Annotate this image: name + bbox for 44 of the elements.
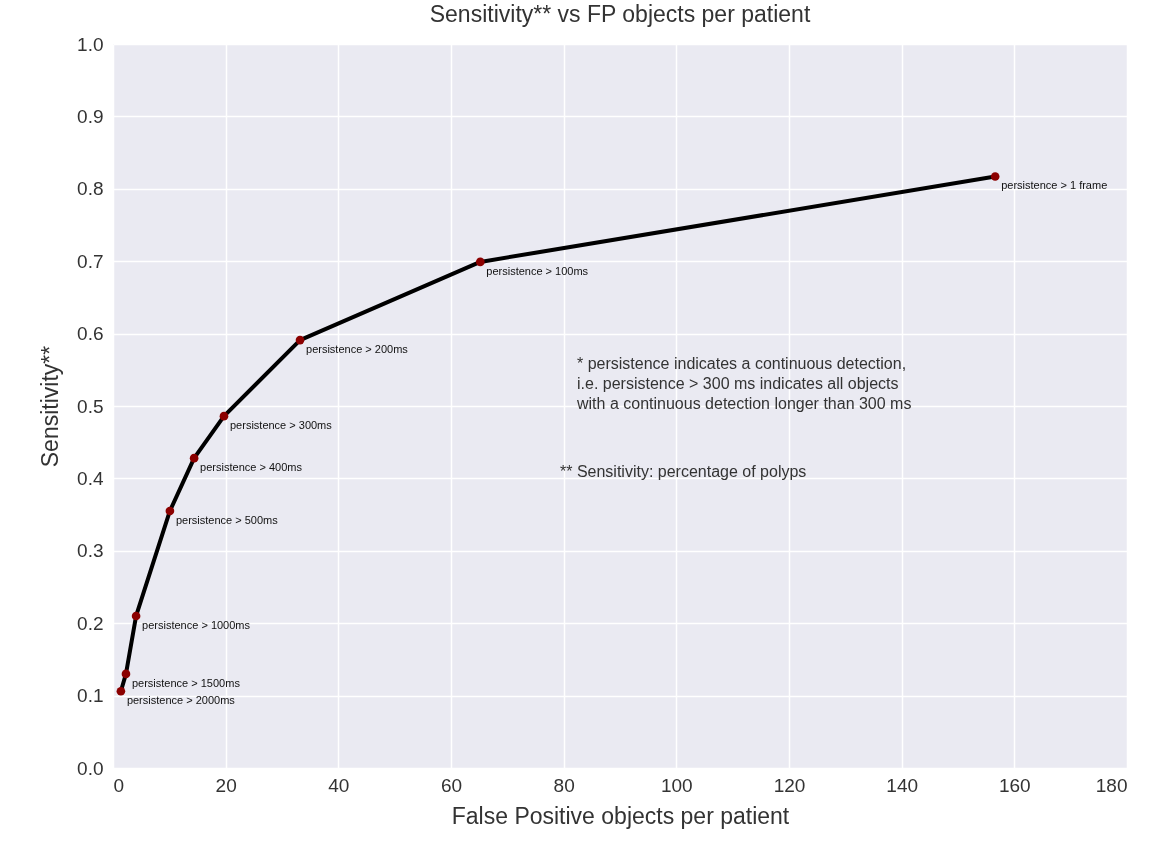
annotation: ** Sensitivity: percentage of polyps (560, 463, 807, 480)
point (121, 669, 131, 679)
y-tick-label: 0.7 (77, 250, 104, 272)
point (219, 411, 229, 421)
annotation: persistence > 1000ms (142, 618, 251, 631)
annotation: persistence > 1500ms (131, 676, 241, 689)
annotation: persistence > 1 frame (1001, 179, 1108, 192)
point (475, 257, 485, 267)
x-tick-label: 160 (998, 774, 1031, 796)
point (295, 335, 305, 345)
x-tick-label: 180 (1095, 774, 1128, 796)
y-tick-label: 0.2 (77, 612, 104, 634)
point (116, 686, 126, 696)
x-axis-title: False Positive objects per patient (451, 802, 790, 829)
point (131, 611, 141, 621)
x-tick-label: 60 (440, 774, 463, 796)
annotation: persistence > 200ms (306, 343, 409, 356)
x-tick-label: 120 (773, 774, 806, 796)
y-tick-label: 0.6 (77, 323, 104, 345)
x-tick-label: 80 (553, 774, 575, 796)
x-tick-label: 140 (886, 774, 919, 796)
annotation: persistence > 400ms (200, 461, 303, 474)
chart-title: Sensitivity** vs FP objects per patient (429, 1, 811, 27)
y-tick-label: 0.1 (77, 685, 104, 707)
annotation: persistence > 300ms (229, 419, 333, 432)
annotation: persistence > 100ms (486, 264, 589, 277)
y-tick-label: 0.5 (77, 395, 104, 417)
y-tick-label: 0.4 (77, 467, 104, 489)
x-tick-label: 100 (660, 774, 693, 796)
x-tick-label: 20 (215, 774, 237, 796)
x-tick-label: 40 (328, 774, 350, 796)
y-tick-label: 0.8 (77, 178, 104, 200)
y-tick-label: 1.0 (77, 33, 104, 55)
annotation: * persistence indicates a continuous detection, i.e. persistence > 300 ms indicates all objects with a continuous detection longer than 300 ms (576, 355, 912, 412)
point (165, 506, 175, 516)
point (189, 453, 199, 463)
annotation: persistence > 500ms (175, 513, 279, 526)
point (990, 172, 1000, 181)
y-axis-title: Sensitivity** (37, 345, 64, 468)
y-tick-label: 0.0 (77, 757, 104, 779)
y-tick-label: 0.9 (77, 105, 104, 127)
y-tick-label: 0.3 (77, 540, 104, 562)
annotation: persistence > 2000ms (126, 694, 236, 707)
x-tick-label: 0 (113, 774, 125, 796)
